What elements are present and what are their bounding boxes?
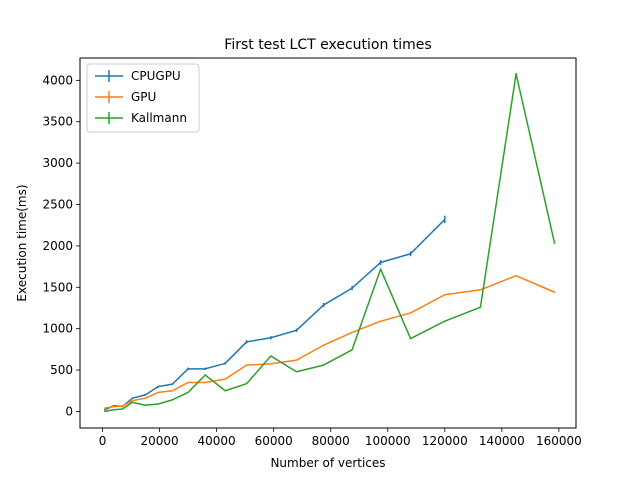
y-axis-ticks: 0 500 1000 1500 2000 2500 3000 3500 4000 [42, 73, 80, 418]
data-point-kallmann [351, 349, 353, 351]
x-tick-label: 100000 [365, 434, 411, 448]
data-point-gpu [187, 381, 189, 384]
data-point-kallmann [515, 73, 517, 75]
data-point-gpu [224, 378, 226, 380]
data-point-cpugpu [187, 368, 189, 370]
data-point-cpugpu [270, 337, 272, 339]
legend-box [86, 63, 200, 133]
data-point-kallmann [479, 306, 482, 308]
data-point-gpu [113, 405, 115, 408]
data-point-cpugpu [224, 362, 226, 365]
x-tick-label: 160000 [536, 434, 582, 448]
data-point-gpu [121, 405, 124, 407]
series-gpu [104, 274, 556, 409]
data-point-gpu [554, 291, 556, 293]
legend-label-gpu: GPU [131, 90, 156, 104]
y-axis-label: Execution time(ms) [15, 184, 29, 301]
data-point-gpu [409, 312, 412, 314]
data-point-kallmann [121, 408, 124, 410]
x-tick-label: 60000 [255, 434, 293, 448]
data-point-gpu [171, 390, 174, 392]
data-point-cpugpu [204, 368, 206, 370]
legend-item-cpugpu: CPUGPU [95, 69, 181, 83]
data-point-gpu [295, 359, 298, 361]
chart-title: First test LCT execution times [224, 37, 431, 53]
data-point-cpugpu [351, 287, 353, 289]
y-tick-label: 0 [65, 404, 73, 418]
x-tick-label: 120000 [422, 434, 468, 448]
data-point-kallmann [187, 391, 189, 394]
legend-label-kallmann: Kallmann [131, 111, 187, 125]
data-point-cpugpu [245, 341, 248, 343]
series-line-cpugpu [104, 218, 446, 411]
data-point-gpu [157, 391, 159, 394]
data-point-cpugpu [444, 218, 446, 221]
axes-frame [79, 57, 577, 429]
y-tick-label: 500 [50, 363, 73, 377]
data-point-cpugpu [157, 386, 159, 388]
data-point-kallmann [295, 371, 298, 373]
data-point-kallmann [224, 390, 226, 392]
data-point-gpu [515, 275, 517, 277]
x-tick-label: 20000 [140, 434, 178, 448]
data-point-kallmann [270, 355, 272, 357]
x-tick-label: 80000 [312, 434, 350, 448]
y-tick-label: 3000 [42, 156, 73, 170]
data-point-cpugpu [131, 397, 134, 399]
data-point-kallmann [144, 404, 146, 406]
data-point-cpugpu [144, 394, 146, 396]
data-point-kallmann [409, 338, 412, 340]
data-point-kallmann [380, 268, 382, 270]
x-tick-label: 40000 [198, 434, 236, 448]
data-point-gpu [144, 397, 146, 399]
legend: CPUGPU GPU Kallmann [86, 63, 200, 133]
data-point-gpu [104, 407, 106, 409]
data-point-gpu [204, 381, 206, 384]
x-axis-label: Number of vertices [270, 456, 385, 470]
series-cpugpu [104, 215, 446, 411]
data-point-cpugpu [409, 253, 412, 255]
data-point-gpu [131, 400, 134, 402]
data-point-cpugpu [104, 409, 106, 411]
data-point-cpugpu [380, 261, 382, 264]
data-point-gpu [351, 331, 353, 333]
data-point-kallmann [204, 374, 206, 376]
data-point-gpu [479, 289, 482, 291]
data-point-kallmann [131, 401, 134, 403]
y-tick-label: 1500 [42, 280, 73, 294]
data-point-kallmann [113, 409, 115, 411]
y-tick-label: 4000 [42, 73, 73, 87]
data-point-gpu [270, 363, 272, 365]
data-point-gpu [444, 294, 446, 296]
data-point-kallmann [554, 242, 556, 245]
data-point-gpu [380, 320, 382, 322]
y-tick-label: 3500 [42, 115, 73, 129]
data-point-kallmann [322, 364, 325, 366]
legend-label-cpugpu: CPUGPU [131, 69, 181, 83]
y-tick-label: 1000 [42, 322, 73, 336]
legend-item-kallmann: Kallmann [95, 111, 187, 125]
x-axis-ticks: 0 20000 40000 60000 80000 100000 120000 140000 1… [99, 428, 582, 448]
series-layer [104, 72, 556, 413]
y-tick-label: 2500 [42, 198, 73, 212]
data-point-gpu [322, 344, 325, 346]
y-tick-label: 2000 [42, 239, 73, 253]
data-point-cpugpu [295, 329, 298, 331]
legend-item-gpu: GPU [95, 90, 156, 104]
data-point-kallmann [245, 383, 248, 385]
data-point-gpu [245, 364, 248, 366]
data-point-kallmann [171, 399, 174, 401]
data-point-kallmann [104, 410, 106, 413]
x-tick-label: 140000 [479, 434, 525, 448]
data-point-kallmann [157, 403, 159, 405]
data-point-cpugpu [171, 383, 174, 385]
x-tick-label: 0 [99, 434, 107, 448]
data-point-cpugpu [322, 304, 325, 306]
series-kallmann [104, 72, 556, 413]
data-point-kallmann [444, 320, 446, 322]
